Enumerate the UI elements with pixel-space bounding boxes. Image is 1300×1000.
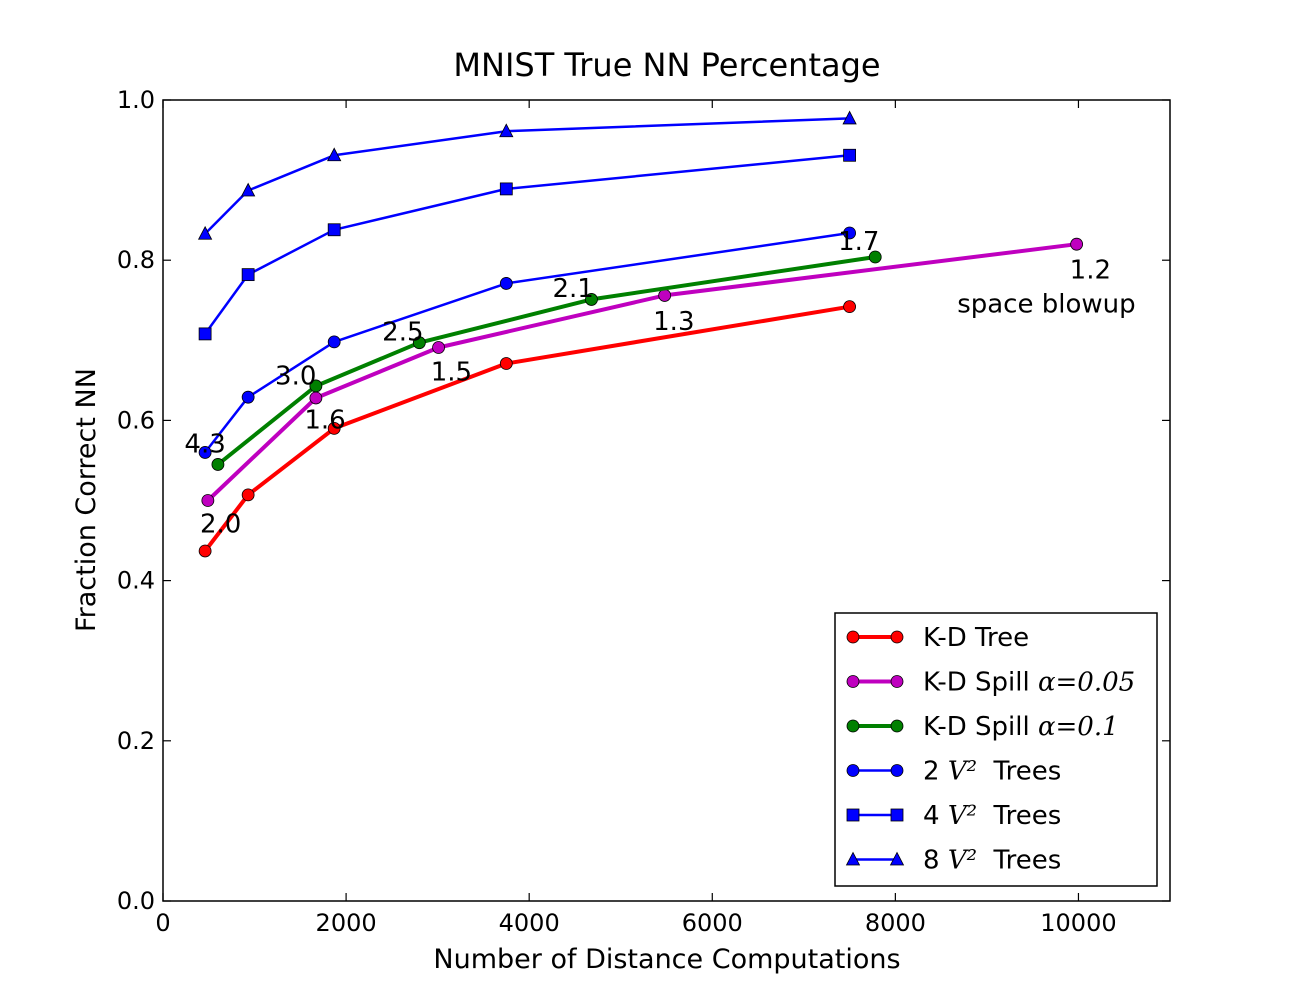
x-tick-label: 4000 <box>499 909 560 937</box>
data-point <box>499 123 514 138</box>
data-point <box>198 544 212 558</box>
data-point <box>843 148 856 162</box>
series-layer <box>197 110 1084 558</box>
legend-item: 8 V² Trees <box>845 846 1061 876</box>
data-point <box>327 335 341 349</box>
data-point <box>327 147 342 162</box>
data-point <box>868 250 882 264</box>
legend-item: K-D Tree <box>846 623 1029 653</box>
legend-item: 4 V² Trees <box>846 801 1061 831</box>
data-point <box>240 182 256 197</box>
data-point <box>309 391 323 405</box>
data-point <box>1070 237 1084 251</box>
series-3 <box>211 250 882 471</box>
legend-label: K-D Spill α=0.05 <box>923 668 1135 698</box>
x-tick-label: 10000 <box>1040 909 1116 937</box>
x-tick-label: 0 <box>155 909 170 937</box>
legend-marker <box>890 630 904 644</box>
plot-area-frame <box>162 99 1171 902</box>
data-point <box>432 341 445 354</box>
data-point <box>843 300 856 314</box>
y-tick-label: 0.8 <box>117 246 155 274</box>
legend-marker <box>846 719 860 733</box>
legend-marker <box>890 719 904 733</box>
annotation-label: space blowup <box>957 289 1135 319</box>
series-2 <box>201 237 1084 507</box>
y-tick-label: 0.6 <box>117 406 155 434</box>
legend-marker <box>846 675 860 688</box>
data-point <box>241 488 255 502</box>
legend-box <box>834 612 1158 887</box>
data-point <box>585 293 598 306</box>
data-point <box>201 494 215 507</box>
annotation-label: 2.5 <box>382 317 423 347</box>
legend-marker <box>890 764 904 777</box>
series-4 <box>198 226 856 459</box>
legend-marker <box>846 630 860 644</box>
data-point <box>197 225 213 240</box>
y-tick-label: 0.4 <box>117 567 155 595</box>
legend-marker <box>890 808 904 822</box>
y-tick-label: 0.2 <box>117 727 155 755</box>
legend-label: 8 V² Trees <box>923 846 1061 876</box>
data-point <box>499 357 513 370</box>
x-tick-label: 6000 <box>682 909 743 937</box>
annotation-label: 1.2 <box>1070 256 1111 286</box>
chart-title: MNIST True NN Percentage <box>453 46 880 84</box>
y-tick-label: 1.0 <box>117 86 155 114</box>
annotation-label: 3.0 <box>275 361 316 391</box>
y-axis-label: Fraction Correct NN <box>71 368 102 632</box>
legend-marker <box>846 808 860 822</box>
legend-label: K-D Tree <box>923 623 1029 653</box>
x-tick-label: 8000 <box>865 909 926 937</box>
legend-label: 2 V² Trees <box>923 757 1061 787</box>
data-point <box>211 458 225 471</box>
data-point <box>499 277 513 290</box>
legend-label: 4 V² Trees <box>923 801 1061 831</box>
legend-item: K-D Spill α=0.05 <box>846 668 1135 698</box>
legend-item: 2 V² Trees <box>846 757 1061 787</box>
annotation-label: 1.7 <box>838 227 879 257</box>
data-point <box>327 422 341 435</box>
data-point <box>843 226 856 240</box>
legend-label: K-D Spill α=0.1 <box>923 712 1119 742</box>
legend: K-D Tree K-D Spill α=0.05 K-D Spill α=0.1 2… <box>834 612 1158 887</box>
legend-marker <box>846 764 860 777</box>
x-tick-label: 2000 <box>316 909 377 937</box>
data-point <box>658 289 672 302</box>
data-point <box>309 379 323 393</box>
data-point <box>412 336 426 350</box>
data-point <box>327 223 341 237</box>
annotation-label: 2.0 <box>200 510 241 540</box>
legend-marker <box>890 675 904 688</box>
data-point <box>241 268 255 282</box>
data-point <box>241 390 255 404</box>
data-point <box>198 327 212 341</box>
annotation-label: 1.6 <box>304 405 345 435</box>
legend-marker <box>845 851 861 866</box>
data-point <box>842 110 857 125</box>
annotation-label: 4.3 <box>184 429 225 459</box>
annotation-label: 1.3 <box>653 307 694 337</box>
x-axis-label: Number of Distance Computations <box>433 944 900 975</box>
legend-item: K-D Spill α=0.1 <box>846 712 1119 742</box>
axis-ticks: 0 2000 4000 6000 8000 10000 0.0 0.2 0.4 0.6 0.8 1.0 <box>117 86 1170 937</box>
series-5 <box>198 148 856 341</box>
legend-marker <box>889 851 905 866</box>
series-6 <box>197 110 857 240</box>
series-1 <box>198 300 856 558</box>
data-point <box>499 182 513 196</box>
annotation-label: 1.5 <box>431 357 472 387</box>
data-point <box>198 446 212 459</box>
annotation-label: 2.1 <box>552 274 593 304</box>
y-tick-label: 0.0 <box>117 887 155 915</box>
